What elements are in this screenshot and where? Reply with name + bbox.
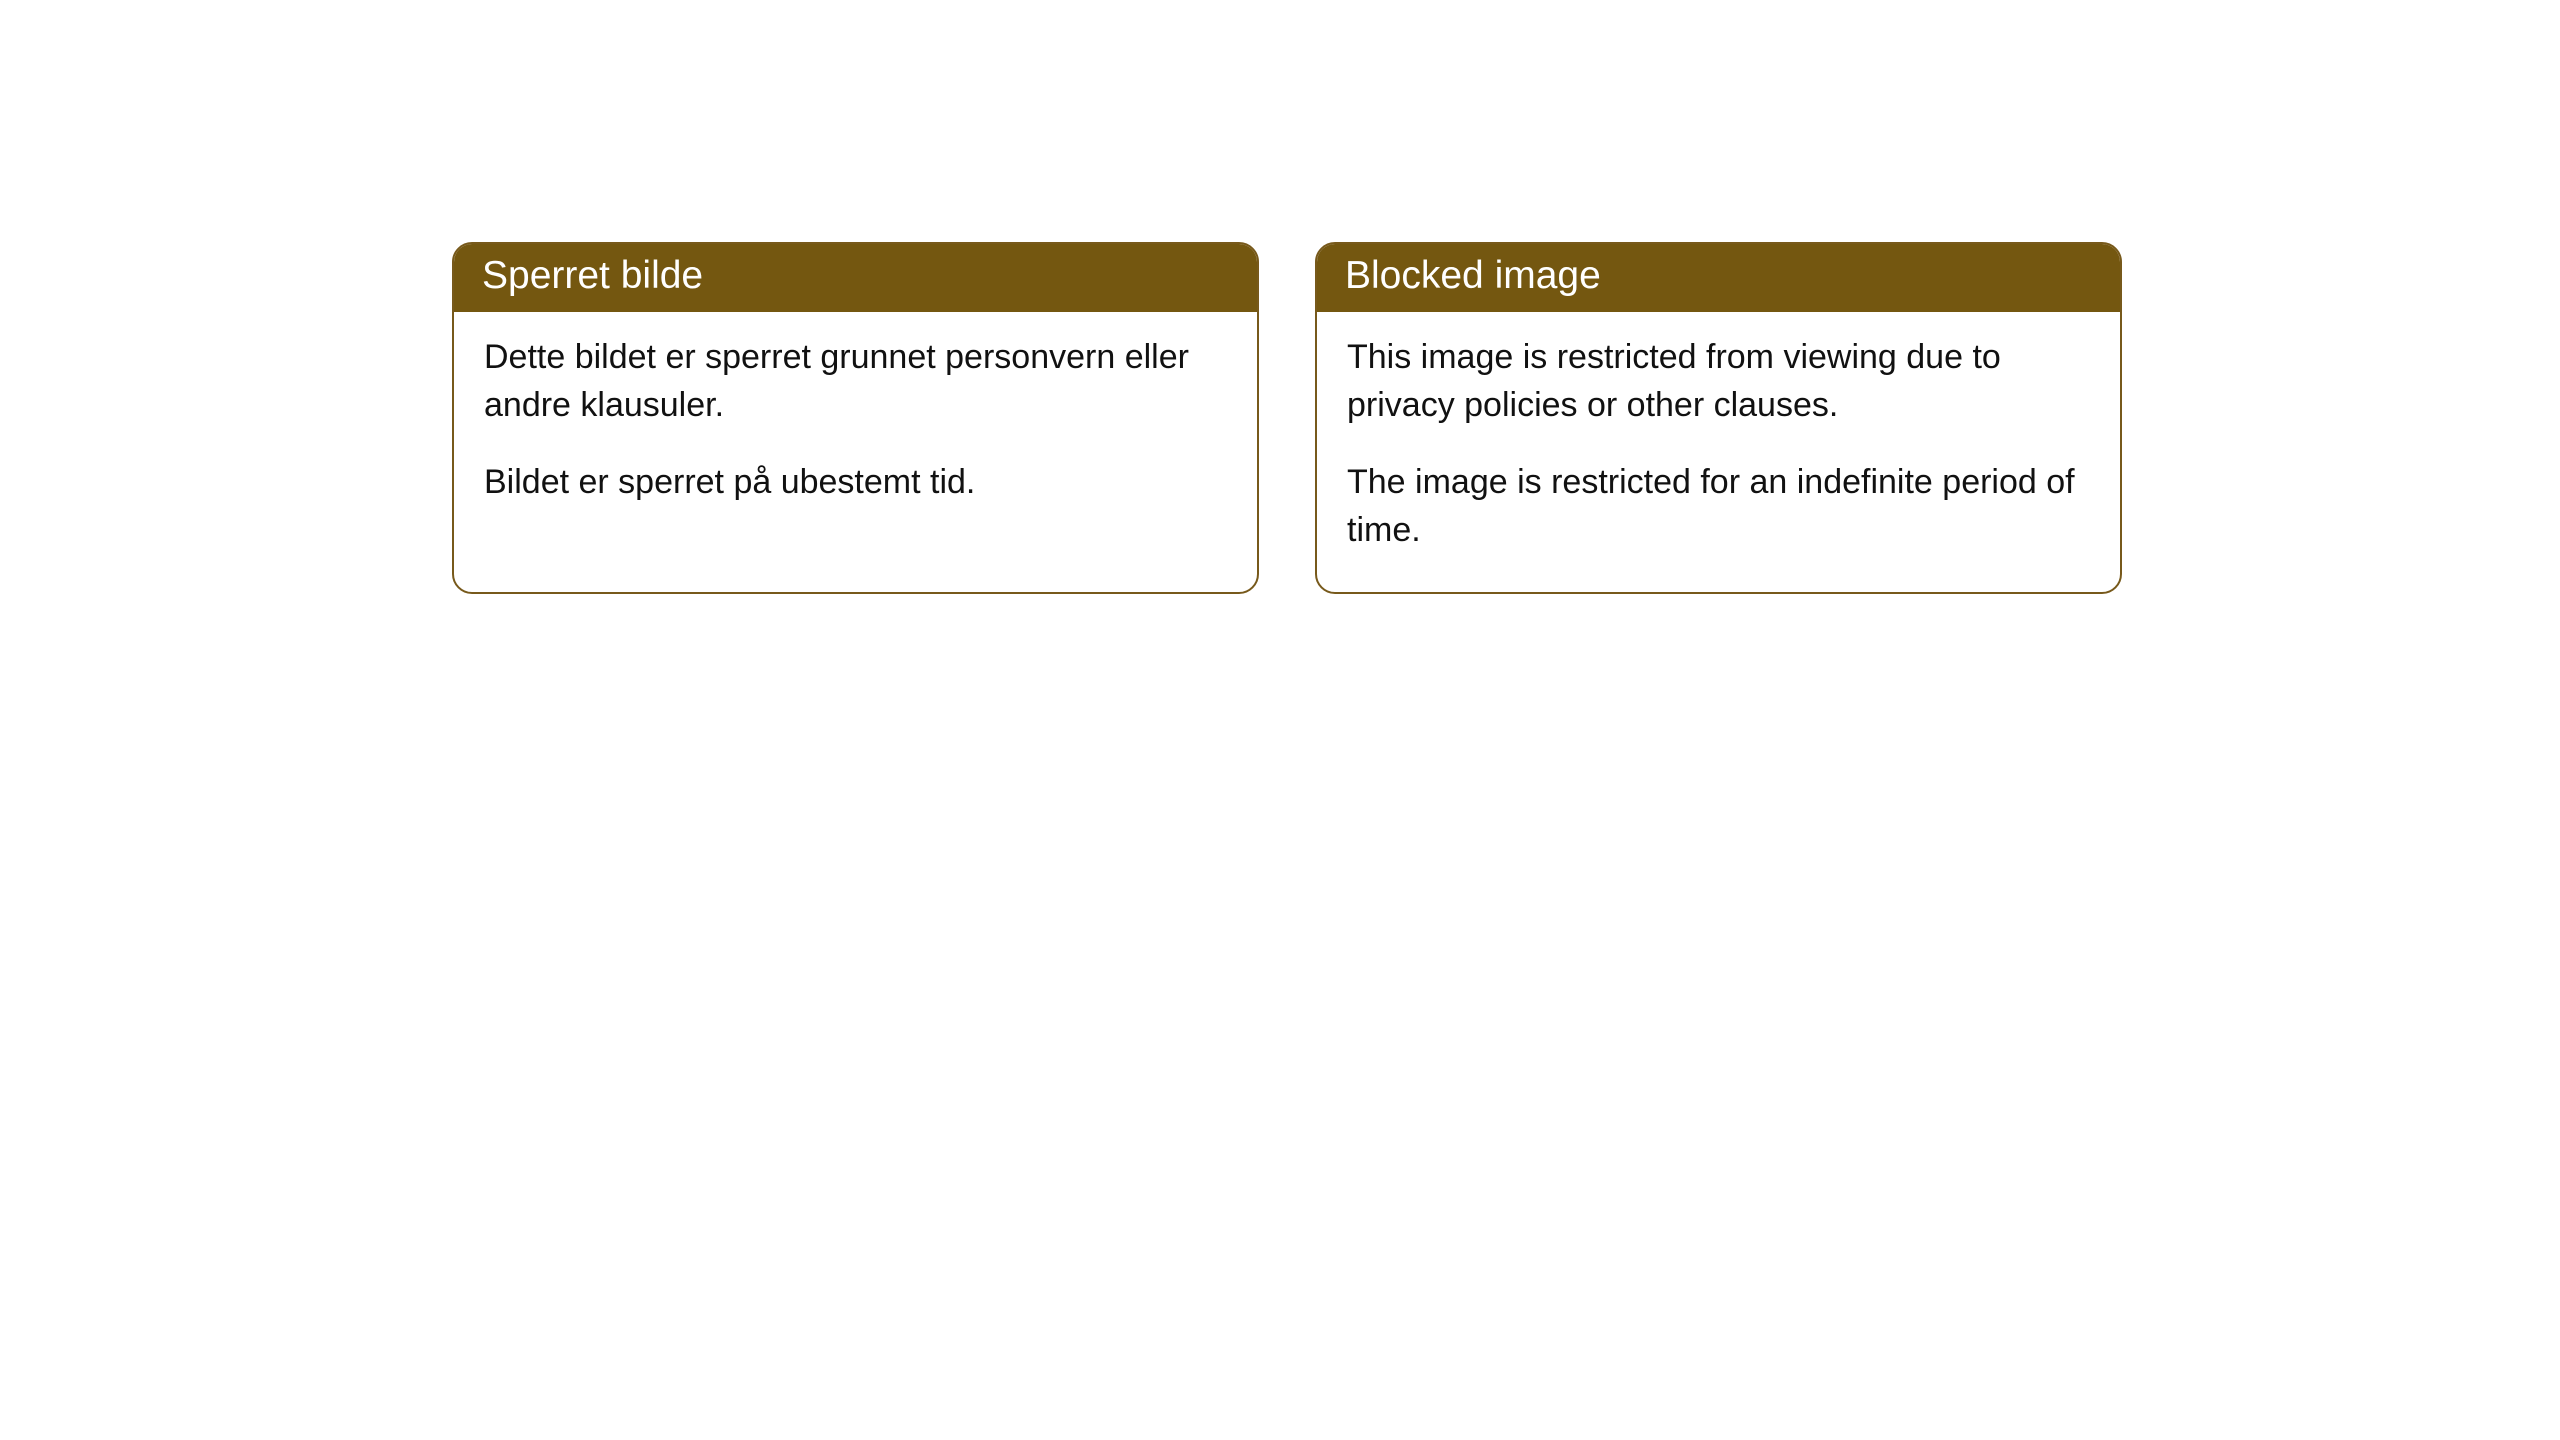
notice-text-1: Dette bildet er sperret grunnet personve… [484, 334, 1227, 429]
blocked-image-card-english: Blocked image This image is restricted f… [1315, 242, 2122, 594]
card-title: Sperret bilde [482, 254, 703, 297]
card-header-norwegian: Sperret bilde [454, 244, 1257, 312]
notice-text-2: Bildet er sperret på ubestemt tid. [484, 459, 1227, 507]
card-body-norwegian: Dette bildet er sperret grunnet personve… [454, 312, 1257, 545]
card-title: Blocked image [1345, 254, 1601, 297]
card-body-english: This image is restricted from viewing du… [1317, 312, 2120, 592]
notice-text-1: This image is restricted from viewing du… [1347, 334, 2090, 429]
blocked-image-card-norwegian: Sperret bilde Dette bildet er sperret gr… [452, 242, 1259, 594]
notice-text-2: The image is restricted for an indefinit… [1347, 459, 2090, 554]
notice-container: Sperret bilde Dette bildet er sperret gr… [0, 0, 2560, 594]
card-header-english: Blocked image [1317, 244, 2120, 312]
